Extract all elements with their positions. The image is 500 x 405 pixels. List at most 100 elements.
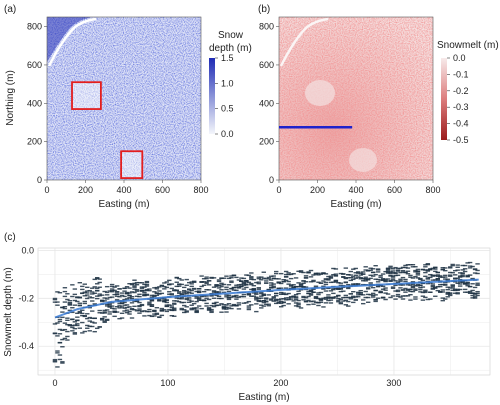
- scatter-point: [249, 283, 254, 286]
- scatter-point: [271, 283, 276, 285]
- scatter-point: [62, 295, 68, 298]
- scatter-point: [293, 286, 299, 288]
- scatter-point: [72, 324, 78, 326]
- scatter-point: [346, 277, 351, 279]
- scatter-point: [92, 292, 97, 294]
- scatter-point: [395, 293, 401, 296]
- scatter-point: [430, 274, 436, 276]
- scatter-point: [353, 274, 358, 277]
- scatter-point: [435, 289, 440, 292]
- scatter-point: [410, 264, 416, 266]
- scatter-point: [467, 285, 473, 288]
- scatter-point: [164, 305, 170, 307]
- scatter-point: [467, 265, 473, 267]
- scatter-point: [356, 292, 361, 294]
- scatter-point: [316, 272, 321, 274]
- scatter-point: [154, 307, 160, 309]
- scatter-point: [219, 289, 224, 291]
- scatter-point: [296, 292, 301, 295]
- scatter-point: [296, 290, 301, 292]
- scatter-point: [365, 287, 371, 289]
- scatter-point: [184, 292, 189, 295]
- scatter-point: [70, 307, 75, 309]
- scatter-point: [298, 283, 304, 285]
- scatter-point: [467, 290, 473, 293]
- scatter-point: [174, 300, 179, 302]
- scatter-point: [226, 294, 232, 297]
- scatter-point: [204, 295, 209, 297]
- scatter-point: [162, 299, 167, 302]
- scatter-point: [209, 308, 214, 311]
- scatter-point: [452, 288, 458, 290]
- scatter-point: [428, 298, 433, 300]
- scatter-point: [375, 269, 381, 271]
- scatter-point: [361, 271, 366, 273]
- scatter-point: [398, 280, 403, 282]
- scatter-point: [408, 264, 413, 266]
- scatter-point: [177, 277, 182, 280]
- scatter-point: [475, 272, 480, 275]
- scatter-point: [428, 291, 433, 293]
- scatter-point: [95, 297, 100, 300]
- scatter-point: [167, 283, 172, 286]
- scatter-point: [385, 268, 391, 270]
- scatter-point: [219, 285, 224, 288]
- scatter-point: [119, 294, 125, 297]
- scatter-point: [95, 276, 100, 279]
- scatter-point: [72, 288, 78, 290]
- panel-c-label: (c): [4, 232, 16, 243]
- scatter-point: [403, 278, 408, 281]
- scatter-point: [117, 302, 122, 305]
- scatter-point: [82, 283, 87, 285]
- scatter-point: [333, 268, 339, 270]
- scatter-point: [162, 285, 167, 288]
- scatter-point: [346, 273, 351, 276]
- scatter-point: [246, 274, 252, 277]
- scatter-point: [142, 293, 147, 296]
- scatter-point: [87, 320, 92, 322]
- scatter-point: [90, 297, 95, 299]
- scatter-point: [448, 292, 453, 294]
- scatter-point: [410, 281, 416, 283]
- scatter-point: [408, 284, 413, 286]
- scatter-point: [179, 283, 184, 286]
- scatter-point: [452, 277, 458, 279]
- scatter-point: [85, 327, 90, 329]
- scatter-point: [457, 276, 463, 278]
- scatter-point: [122, 287, 127, 289]
- snow-depth-colorbar-title-line2: depth (m): [209, 43, 252, 54]
- scatter-point: [132, 300, 137, 302]
- scatter-point: [465, 274, 470, 277]
- scatter-point: [172, 308, 177, 311]
- scatter-point: [75, 323, 80, 325]
- scatter-point: [475, 282, 480, 284]
- scatter-point: [72, 293, 78, 296]
- scatter-point: [109, 288, 115, 290]
- scatter-point: [221, 277, 227, 279]
- scatter-point: [433, 287, 438, 289]
- scatter-point: [216, 297, 222, 300]
- scatter-point: [104, 285, 110, 288]
- scatter-point: [229, 296, 234, 298]
- scatter-point: [97, 281, 102, 284]
- scatter-point: [311, 279, 316, 282]
- scatter-point: [209, 311, 214, 314]
- scatter-point: [405, 289, 411, 291]
- scatter-point: [348, 293, 353, 295]
- scatter-point: [152, 291, 157, 293]
- scatter-point: [460, 269, 465, 271]
- scatter-point: [104, 291, 110, 294]
- scatter-point: [293, 297, 299, 299]
- scatter-point: [65, 317, 70, 319]
- snow-depth-colorbar: Snow depth (m) 0.0 0.5 1.0 1.5: [209, 30, 252, 139]
- scatter-point: [293, 298, 299, 301]
- scatter-point: [358, 292, 363, 294]
- scatter-point: [358, 278, 363, 280]
- scatter-point: [383, 292, 388, 294]
- scatter-point: [465, 283, 470, 285]
- scatter-point: [239, 277, 244, 279]
- scatter-point: [80, 314, 85, 317]
- scatter-point: [271, 277, 276, 280]
- scatter-point: [259, 291, 264, 293]
- b-y-tick-label: 400: [259, 98, 274, 108]
